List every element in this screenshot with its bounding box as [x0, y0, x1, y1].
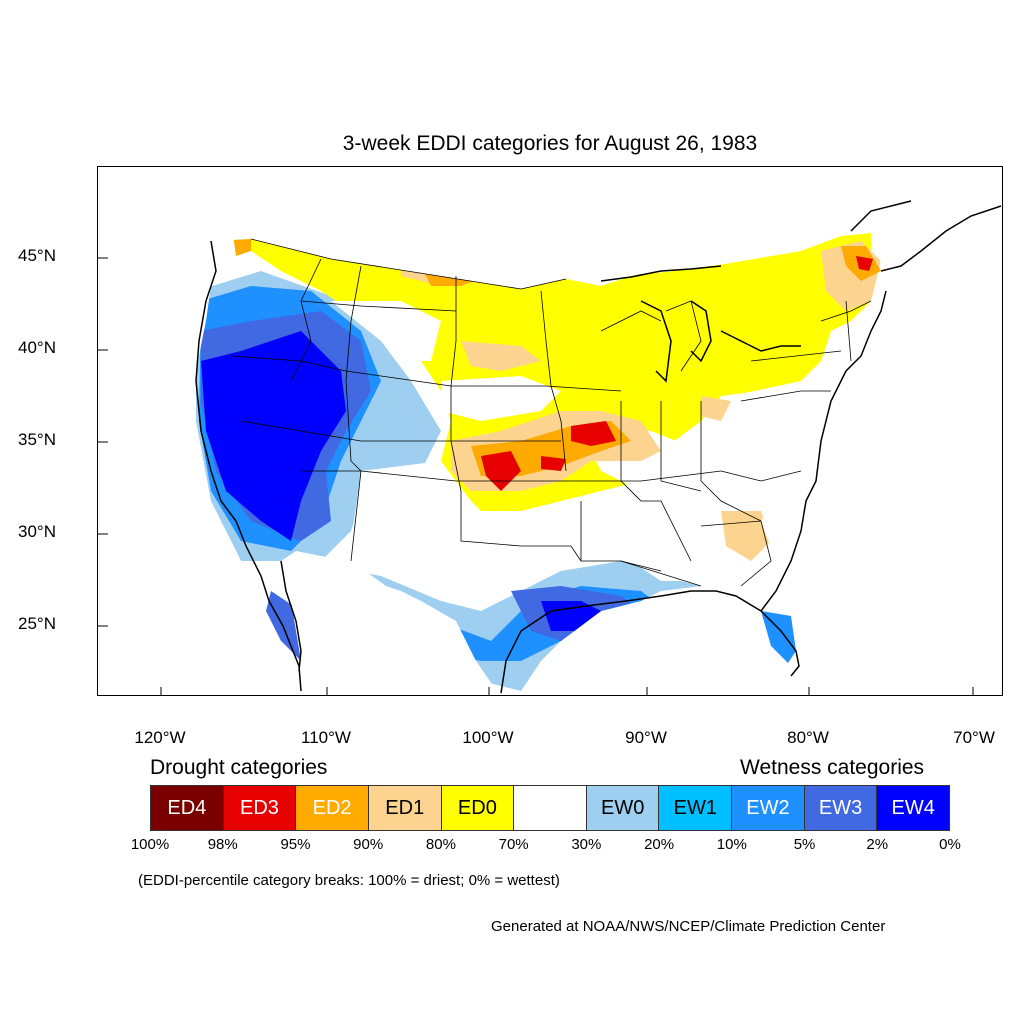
eddi-fill-layer	[196, 233, 883, 695]
break-label: 80%	[425, 836, 456, 853]
break-label: 2%	[866, 836, 889, 853]
legend-cell-ew0: EW0	[586, 786, 660, 830]
legend-cell-ed4: ED4	[151, 786, 224, 830]
lon-label-70: 70°W	[953, 728, 995, 747]
lon-label-120: 120°W	[134, 728, 186, 747]
break-label: 20%	[644, 836, 675, 853]
lat-label-40: 40°N	[18, 338, 56, 357]
legend-cell-neutral	[514, 786, 587, 830]
lat-label-25: 25°N	[18, 614, 56, 633]
state-boundaries	[230, 238, 872, 587]
legend-cell-ed2: ED2	[296, 786, 369, 830]
graticule-ticks	[98, 257, 974, 695]
break-label: 30%	[571, 836, 602, 853]
break-label: 95%	[280, 836, 311, 853]
drought-heading: Drought categories	[150, 756, 328, 779]
break-label: 98%	[207, 836, 238, 853]
eddi-map	[98, 200, 1002, 695]
break-label: 10%	[716, 836, 747, 853]
category-note: (EDDI-percentile category breaks: 100% =…	[138, 872, 560, 889]
legend-cell-ed0: ED0	[441, 786, 515, 830]
lon-label-110: 110°W	[301, 728, 351, 747]
lon-label-80: 80°W	[787, 728, 829, 747]
lat-label-30: 30°N	[18, 522, 56, 541]
credit-line: Generated at NOAA/NWS/NCEP/Climate Predi…	[491, 918, 886, 935]
lat-label-45: 45°N	[18, 246, 56, 265]
legend-cell-ed1: ED1	[368, 786, 442, 830]
legend-cell-ew4: EW4	[877, 786, 950, 830]
lon-label-100: 100°W	[462, 728, 514, 747]
break-label: 90%	[353, 836, 384, 853]
legend-cell-ew1: EW1	[659, 786, 733, 830]
legend-cell-ew2: EW2	[732, 786, 805, 830]
break-label: 70%	[498, 836, 529, 853]
wetness-heading: Wetness categories	[740, 756, 925, 779]
break-label: 5%	[793, 836, 816, 853]
lon-label-90: 90°W	[625, 728, 667, 747]
lat-label-35: 35°N	[18, 430, 56, 449]
legend-cell-ed3: ED3	[223, 786, 297, 830]
coastline	[195, 200, 1002, 694]
legend-cell-ew3: EW3	[804, 786, 878, 830]
break-label: 0%	[939, 836, 961, 853]
break-label: 100%	[130, 836, 170, 853]
map-panel	[97, 166, 1003, 696]
map-title: 3-week EDDI categories for August 26, 19…	[342, 132, 758, 155]
category-legend: ED4 ED3 ED2 ED1 ED0 EW0 EW1 EW2 EW3 EW4	[150, 785, 950, 831]
